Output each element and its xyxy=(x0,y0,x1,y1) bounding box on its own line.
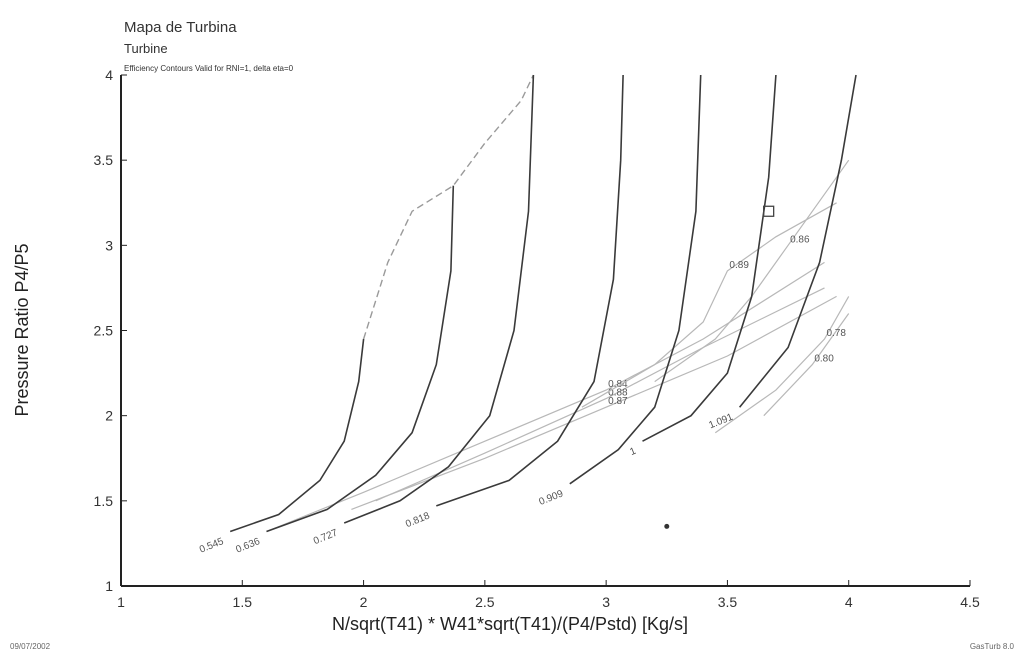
y-tick-label: 1.5 xyxy=(94,493,114,509)
y-tick-label: 3 xyxy=(105,237,113,253)
plot-area: 1 1.5 2 2.5 3 3.5 4 4.511.522.533.540.840.870.8… xyxy=(94,67,980,610)
speed-line xyxy=(569,74,702,485)
y-tick-label: 3.5 xyxy=(94,152,114,168)
y-tick-label: 2 xyxy=(105,408,113,424)
efficiency-contour-line xyxy=(714,296,850,434)
x-tick-label: 2.5 xyxy=(475,594,495,610)
efficiency-contour-line xyxy=(351,295,837,510)
efficiency-contour-label: 0.80 xyxy=(814,354,834,365)
chart-subtitle: Turbine xyxy=(124,41,168,56)
x-tick-label: 1.5 xyxy=(233,594,253,610)
efficiency-contour-label: 0.84 xyxy=(608,379,628,390)
efficiency-contour-label: 0.89 xyxy=(729,260,749,271)
speed-line xyxy=(266,185,455,533)
stray-mark xyxy=(664,523,670,529)
x-tick-label: 4.5 xyxy=(960,594,980,610)
speed-line-label: 0.636 xyxy=(234,536,262,556)
efficiency-contour-line xyxy=(581,202,837,408)
efficiency-contour-label: 0.87 xyxy=(608,396,628,407)
speed-line xyxy=(343,74,535,524)
efficiency-contour-label: 0.88 xyxy=(608,388,628,399)
speed-line xyxy=(436,74,624,507)
speed-line-label: 1 xyxy=(628,446,638,458)
efficiency-contour-line xyxy=(654,159,850,383)
speed-line xyxy=(738,74,857,408)
footer-date: 09/07/2002 xyxy=(10,642,51,651)
speed-line-label: 0.545 xyxy=(198,536,226,556)
x-tick-label: 3 xyxy=(602,594,610,610)
x-tick-label: 4 xyxy=(845,594,853,610)
efficiency-contour-label: 0.78 xyxy=(826,328,846,339)
speed-line xyxy=(229,338,365,533)
efficiency-contour-line xyxy=(266,261,825,533)
footer-software: GasTurb 8.0 xyxy=(970,642,1015,651)
surge-line xyxy=(362,74,535,340)
x-axis-label: N/sqrt(T41) * W41*sqrt(T41)/(P4/Pstd) [K… xyxy=(332,614,688,634)
speed-line-label: 0.727 xyxy=(312,527,340,547)
chart-title: Mapa de Turbina xyxy=(124,19,237,36)
y-tick-label: 2.5 xyxy=(94,323,114,339)
y-axis-label: Pressure Ratio P4/P5 xyxy=(12,243,32,416)
x-tick-label: 2 xyxy=(360,594,368,610)
y-tick-label: 4 xyxy=(105,67,113,83)
operating-point-marker xyxy=(763,205,775,217)
speed-line xyxy=(642,74,777,442)
x-tick-label: 1 xyxy=(117,594,125,610)
efficiency-contour-label: 0.86 xyxy=(790,234,810,245)
y-tick-label: 1 xyxy=(105,578,113,594)
efficiency-contour-line xyxy=(763,313,850,417)
x-tick-label: 3.5 xyxy=(718,594,738,610)
speed-line-label: 0.909 xyxy=(538,488,566,508)
chart-note: Efficiency Contours Valid for RNI=1, del… xyxy=(124,64,294,73)
speed-line-label: 0.818 xyxy=(404,510,432,530)
efficiency-contour-line xyxy=(375,287,825,502)
